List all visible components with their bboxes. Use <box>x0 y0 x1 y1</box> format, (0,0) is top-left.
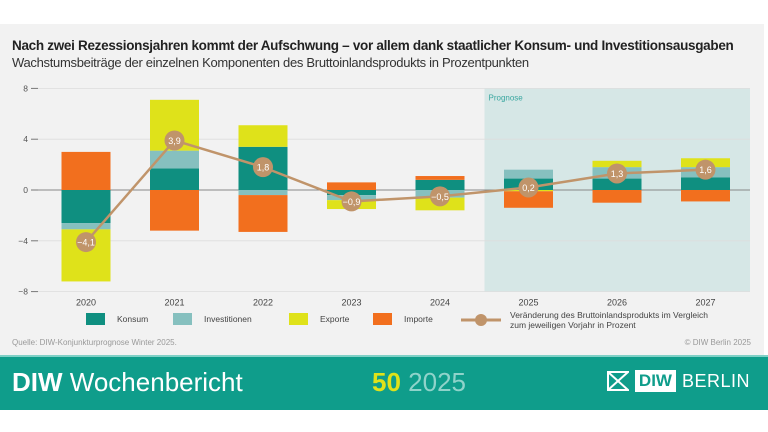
gdp-data-label: 3,9 <box>168 136 181 146</box>
x-tick-label: 2024 <box>430 298 450 308</box>
legend-label: zum jeweiligen Vorjahr in Prozent <box>510 320 636 330</box>
gdp-point-2020 <box>76 232 96 253</box>
copyright: © DIW Berlin 2025 <box>684 338 751 347</box>
legend-label: Investitionen <box>204 314 252 324</box>
gdp-line <box>85 139 706 243</box>
logo-diw: DIW <box>634 370 676 392</box>
gdp-data-label: 1,3 <box>611 169 624 179</box>
bar-konsum-2026 <box>592 178 642 190</box>
bar-importe-2022 <box>238 195 288 232</box>
legend-label: Konsum <box>117 314 149 324</box>
publication-brand: DIW Wochenbericht <box>12 367 243 398</box>
forecast-label: Prognose <box>489 93 524 102</box>
footer-banner: DIW Wochenbericht 50 2025 DIW BERLIN <box>0 355 768 410</box>
y-tick-label: 4 <box>23 134 28 144</box>
source-note: Quelle: DIW-Konjunkturprognose Winter 20… <box>12 338 177 347</box>
gdp-point-2022 <box>253 157 273 178</box>
x-tick-label: 2020 <box>76 298 96 308</box>
gdp-point-2026 <box>607 163 627 184</box>
bar-importe-2021 <box>150 190 199 231</box>
bar-konsum-2027 <box>681 177 730 190</box>
legend-swatch-exporte <box>289 313 308 325</box>
legend-label: Importe <box>404 314 433 324</box>
issue-year: 2025 <box>408 367 466 397</box>
gdp-point-2027 <box>695 159 716 180</box>
x-tick-label: 2021 <box>164 298 184 308</box>
gdp-point-2021 <box>164 130 185 151</box>
x-tick-label: 2022 <box>253 298 273 308</box>
legend-konsum: Konsum <box>86 313 148 325</box>
x-tick-label: 2026 <box>607 298 627 308</box>
gdp-point-2025 <box>518 177 539 198</box>
bar-importe-2027 <box>681 190 730 202</box>
gdp-point-2023 <box>341 191 362 212</box>
y-tick-label: 0 <box>23 185 28 195</box>
legend-label: Veränderung des Bruttoinlandsprodukts im… <box>510 310 708 320</box>
legend-swatch-investitionen <box>173 313 192 325</box>
legend-label: Exporte <box>320 314 350 324</box>
brand-bold: DIW <box>12 367 63 397</box>
bar-konsum-2021 <box>150 168 199 190</box>
x-tick-label: 2025 <box>518 298 538 308</box>
legend-swatch-konsum <box>86 313 105 325</box>
legend-importe: Importe <box>373 313 433 325</box>
bar-konsum-2020 <box>61 190 111 224</box>
y-tick-label: −8 <box>18 287 28 297</box>
bar-investitionen-2022 <box>238 190 288 196</box>
logo-berlin: BERLIN <box>681 370 750 391</box>
legend-line-marker-icon <box>461 314 501 326</box>
bar-importe-2026 <box>592 190 642 203</box>
bar-konsum-2024 <box>415 179 465 190</box>
gdp-data-label: 1,8 <box>257 163 270 173</box>
bar-importe-2025 <box>504 191 553 208</box>
bar-exporte-2022 <box>238 125 288 147</box>
y-tick-label: −4 <box>18 236 28 246</box>
chart-subtitle: Wachstumsbeiträge der einzelnen Komponen… <box>12 55 529 70</box>
bar-importe-2020 <box>61 151 111 190</box>
bar-importe-2023 <box>327 182 376 190</box>
legend-exporte: Exporte <box>289 313 349 325</box>
issue: 50 2025 <box>372 367 466 398</box>
y-tick-label: 8 <box>23 83 28 93</box>
legend-gdp-line: Veränderung des Bruttoinlandsprodukts im… <box>460 310 708 330</box>
bar-investitionen-2020 <box>61 223 111 230</box>
issue-number: 50 <box>372 367 401 397</box>
gdp-point-2024 <box>430 186 450 207</box>
diw-logo: DIW BERLIN <box>606 370 750 392</box>
gdp-data-label: −0,5 <box>431 192 449 202</box>
brand-name: Wochenbericht <box>69 367 243 397</box>
gdp-data-label: 1,6 <box>699 165 712 175</box>
legend-swatch-importe <box>373 313 392 325</box>
gdp-data-label: 0,2 <box>522 183 535 193</box>
chart-title: Nach zwei Rezessionsjahren kommt der Auf… <box>12 38 734 53</box>
gdp-data-label: −4,1 <box>77 238 95 248</box>
x-tick-label: 2027 <box>695 298 715 308</box>
diw-logo-icon <box>606 371 629 391</box>
bar-investitionen-2025 <box>504 169 553 179</box>
bar-importe-2024 <box>415 176 465 180</box>
legend-investitionen: Investitionen <box>173 313 252 325</box>
x-tick-label: 2023 <box>341 298 361 308</box>
gdp-data-label: −0,9 <box>343 197 361 207</box>
stacked-bar-chart: Prognose 8 4 0 −4 −8 2020 2021 2022 2023 2024 2025 2… <box>18 83 750 308</box>
